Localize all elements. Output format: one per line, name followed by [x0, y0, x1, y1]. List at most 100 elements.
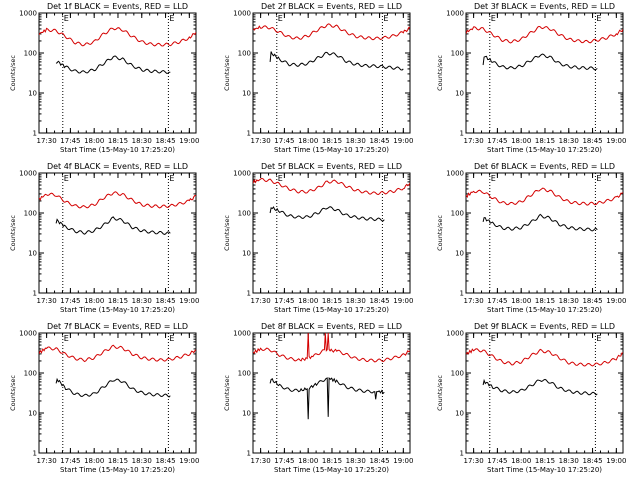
y-tick-label: 100 — [238, 210, 251, 218]
y-tick-label: 1 — [247, 290, 251, 298]
x-tick-label: 18:00 — [84, 297, 104, 305]
y-axis-label: Counts/sec — [223, 215, 231, 251]
lld-series-line — [39, 27, 196, 47]
y-tick-label: 1 — [33, 290, 37, 298]
detector-panel-9: Det 9f BLACK = Events, RED = LLD 1 10 100 10… — [436, 322, 626, 474]
x-tick-label: 18:00 — [298, 297, 318, 305]
x-tick-label: 18:15 — [322, 297, 342, 305]
x-tick-label: 18:45 — [369, 297, 389, 305]
panel-title: Det 3f BLACK = Events, RED = LLD — [474, 2, 615, 11]
event-marker-label: E — [169, 334, 174, 343]
x-tick-label: 17:30 — [464, 297, 484, 305]
y-tick-label: 10 — [28, 410, 37, 418]
y-tick-label: 1 — [247, 130, 251, 138]
y-tick-label: 10 — [242, 410, 251, 418]
event-marker-label: E — [491, 174, 496, 183]
events-series-line — [269, 376, 385, 420]
x-tick-label: 18:30 — [132, 457, 152, 465]
x-tick-label: 18:00 — [298, 137, 318, 145]
y-tick-label: 1 — [33, 450, 37, 458]
lld-series-line — [466, 25, 623, 44]
x-tick-label: 18:45 — [155, 297, 175, 305]
events-series-line — [269, 206, 385, 222]
x-tick-label: 18:30 — [132, 297, 152, 305]
x-tick-label: 17:45 — [274, 457, 294, 465]
y-tick-label: 1000 — [446, 10, 464, 18]
y-tick-label: 1 — [460, 130, 464, 138]
x-tick-label: 18:15 — [322, 137, 342, 145]
x-tick-label: 18:15 — [535, 137, 555, 145]
y-axis-label: Counts/sec — [436, 215, 444, 251]
event-marker-label: E — [278, 174, 283, 183]
lld-series-line — [466, 187, 623, 206]
event-marker-label: E — [383, 174, 388, 183]
panel-title: Det 1f BLACK = Events, RED = LLD — [47, 2, 188, 11]
event-marker-label: E — [169, 174, 174, 183]
x-tick-label: 18:45 — [155, 457, 175, 465]
x-tick-label: 19:00 — [606, 457, 626, 465]
y-tick-label: 100 — [451, 210, 464, 218]
x-axis-label: Start Time (15-May-10 17:25:20) — [60, 306, 175, 314]
x-axis-label: Start Time (15-May-10 17:25:20) — [274, 306, 389, 314]
x-tick-label: 19:00 — [393, 457, 413, 465]
x-tick-label: 18:00 — [511, 137, 531, 145]
detector-panel-4: Det 4f BLACK = Events, RED = LLD 1 10 100 10… — [9, 162, 199, 314]
x-axis-label: Start Time (15-May-10 17:25:20) — [60, 466, 175, 474]
detector-panel-2: Det 2f BLACK = Events, RED = LLD 1 10 100 10… — [223, 2, 413, 154]
x-axis-label: Start Time (15-May-10 17:25:20) — [60, 146, 175, 154]
y-tick-label: 1 — [460, 450, 464, 458]
y-axis-label: Counts/sec — [9, 215, 17, 251]
panel-title: Det 6f BLACK = Events, RED = LLD — [474, 162, 615, 171]
x-tick-label: 18:00 — [84, 137, 104, 145]
x-tick-label: 19:00 — [606, 137, 626, 145]
x-tick-label: 18:15 — [535, 457, 555, 465]
y-tick-label: 1000 — [446, 330, 464, 338]
x-tick-label: 18:30 — [559, 137, 579, 145]
y-tick-label: 100 — [451, 370, 464, 378]
x-tick-label: 19:00 — [606, 297, 626, 305]
y-tick-label: 10 — [242, 250, 251, 258]
event-marker-label: E — [596, 334, 601, 343]
x-tick-label: 17:30 — [464, 137, 484, 145]
x-tick-label: 18:30 — [346, 297, 366, 305]
event-marker-label: E — [169, 14, 174, 23]
event-marker-label: E — [383, 334, 388, 343]
panel-title: Det 4f BLACK = Events, RED = LLD — [47, 162, 188, 171]
x-tick-label: 17:45 — [60, 137, 80, 145]
event-marker-label: E — [278, 334, 283, 343]
x-tick-label: 19:00 — [393, 297, 413, 305]
y-tick-label: 100 — [24, 370, 37, 378]
y-axis-label: Counts/sec — [223, 375, 231, 411]
x-tick-label: 19:00 — [393, 137, 413, 145]
x-tick-label: 17:45 — [60, 457, 80, 465]
x-tick-label: 17:45 — [487, 297, 507, 305]
lld-series-line — [253, 177, 410, 196]
lld-series-line — [39, 191, 196, 209]
y-axis-label: Counts/sec — [223, 55, 231, 91]
y-tick-label: 1 — [33, 130, 37, 138]
detector-panel-7: Det 7f BLACK = Events, RED = LLD 1 10 100 10… — [9, 322, 199, 474]
y-tick-label: 1000 — [446, 170, 464, 178]
lld-series-line — [253, 333, 410, 363]
x-tick-label: 17:30 — [251, 137, 271, 145]
x-tick-label: 17:30 — [251, 297, 271, 305]
panel-title: Det 2f BLACK = Events, RED = LLD — [261, 2, 402, 11]
x-tick-label: 18:30 — [559, 297, 579, 305]
event-marker-label: E — [64, 14, 69, 23]
x-tick-label: 18:00 — [298, 457, 318, 465]
x-tick-label: 19:00 — [179, 457, 199, 465]
y-axis-label: Counts/sec — [436, 55, 444, 91]
event-marker-label: E — [596, 14, 601, 23]
y-tick-label: 100 — [238, 370, 251, 378]
x-tick-label: 17:30 — [251, 457, 271, 465]
events-series-line — [482, 53, 598, 71]
y-tick-label: 10 — [242, 90, 251, 98]
y-tick-label: 10 — [455, 90, 464, 98]
panel-title: Det 7f BLACK = Events, RED = LLD — [47, 322, 188, 331]
y-tick-label: 10 — [28, 250, 37, 258]
x-tick-label: 18:00 — [511, 457, 531, 465]
x-tick-label: 19:00 — [179, 137, 199, 145]
x-tick-label: 18:45 — [582, 297, 602, 305]
detector-panel-8: Det 8f BLACK = Events, RED = LLD 1 10 100 10… — [223, 322, 413, 474]
x-tick-label: 18:45 — [369, 137, 389, 145]
